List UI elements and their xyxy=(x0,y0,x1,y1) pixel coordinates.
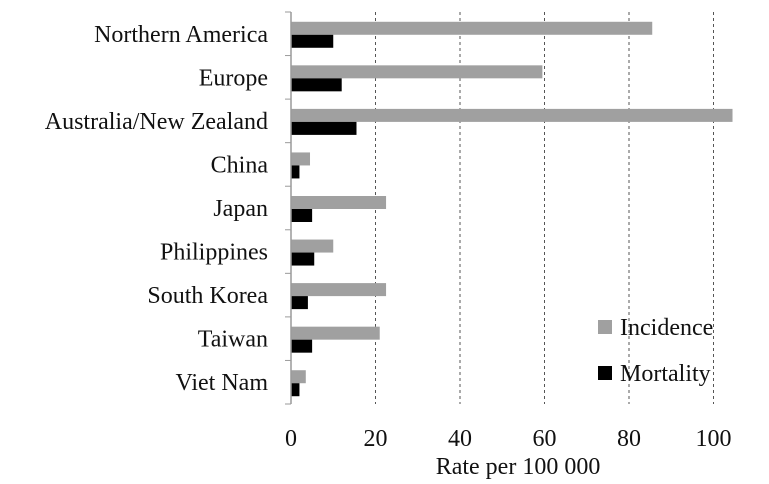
category-label-taiwan: Taiwan xyxy=(198,327,268,353)
bar-incidence-philippines xyxy=(291,239,334,253)
x-tick-label-20: 20 xyxy=(364,426,388,452)
bar-mortality-europe xyxy=(291,78,342,92)
category-labels: Northern America Europe Australia/New Zeal… xyxy=(45,22,269,396)
bar-mortality-northern-america xyxy=(291,34,334,48)
bar-incidence-northern-america xyxy=(291,21,653,35)
x-tick-label-40: 40 xyxy=(448,426,472,452)
category-label-europe: Europe xyxy=(199,65,268,91)
x-axis-title: Rate per 100 000 xyxy=(436,454,601,480)
category-label-japan: Japan xyxy=(213,196,268,222)
legend-label-incidence: Incidence xyxy=(620,315,713,341)
legend: Incidence Mortality xyxy=(598,315,713,387)
category-label-south-korea: South Korea xyxy=(147,283,268,309)
legend-swatch-incidence xyxy=(598,320,612,334)
category-label-china: China xyxy=(211,152,269,178)
axes xyxy=(285,11,292,405)
bar-incidence-south-korea xyxy=(291,283,387,297)
bar-mortality-south-korea xyxy=(291,296,308,310)
x-tick-label-80: 80 xyxy=(617,426,641,452)
x-tick-label-0: 0 xyxy=(285,426,297,452)
bar-mortality-taiwan xyxy=(291,339,313,353)
bar-mortality-china xyxy=(291,165,300,179)
bar-incidence-europe xyxy=(291,65,543,79)
legend-swatch-mortality xyxy=(598,366,612,380)
legend-label-mortality: Mortality xyxy=(620,361,711,387)
category-label-australia-new-zealand: Australia/New Zealand xyxy=(45,109,268,135)
bar-incidence-viet-nam xyxy=(291,370,306,384)
bar-incidence-australia-new-zealand xyxy=(291,108,733,122)
category-label-viet-nam: Viet Nam xyxy=(175,370,268,396)
bar-incidence-taiwan xyxy=(291,326,380,340)
bar-incidence-china xyxy=(291,152,311,166)
category-label-northern-america: Northern America xyxy=(94,22,268,48)
bar-mortality-australia-new-zealand xyxy=(291,121,357,135)
bar-mortality-viet-nam xyxy=(291,383,300,397)
bar-incidence-japan xyxy=(291,196,387,209)
bar-mortality-philippines xyxy=(291,252,315,266)
x-tick-labels: 0 20 40 60 80 100 xyxy=(285,426,732,452)
bars xyxy=(291,21,733,397)
x-tick-label-100: 100 xyxy=(696,426,732,452)
x-tick-label-60: 60 xyxy=(533,426,557,452)
bar-mortality-japan xyxy=(291,209,313,222)
category-label-philippines: Philippines xyxy=(160,240,268,266)
